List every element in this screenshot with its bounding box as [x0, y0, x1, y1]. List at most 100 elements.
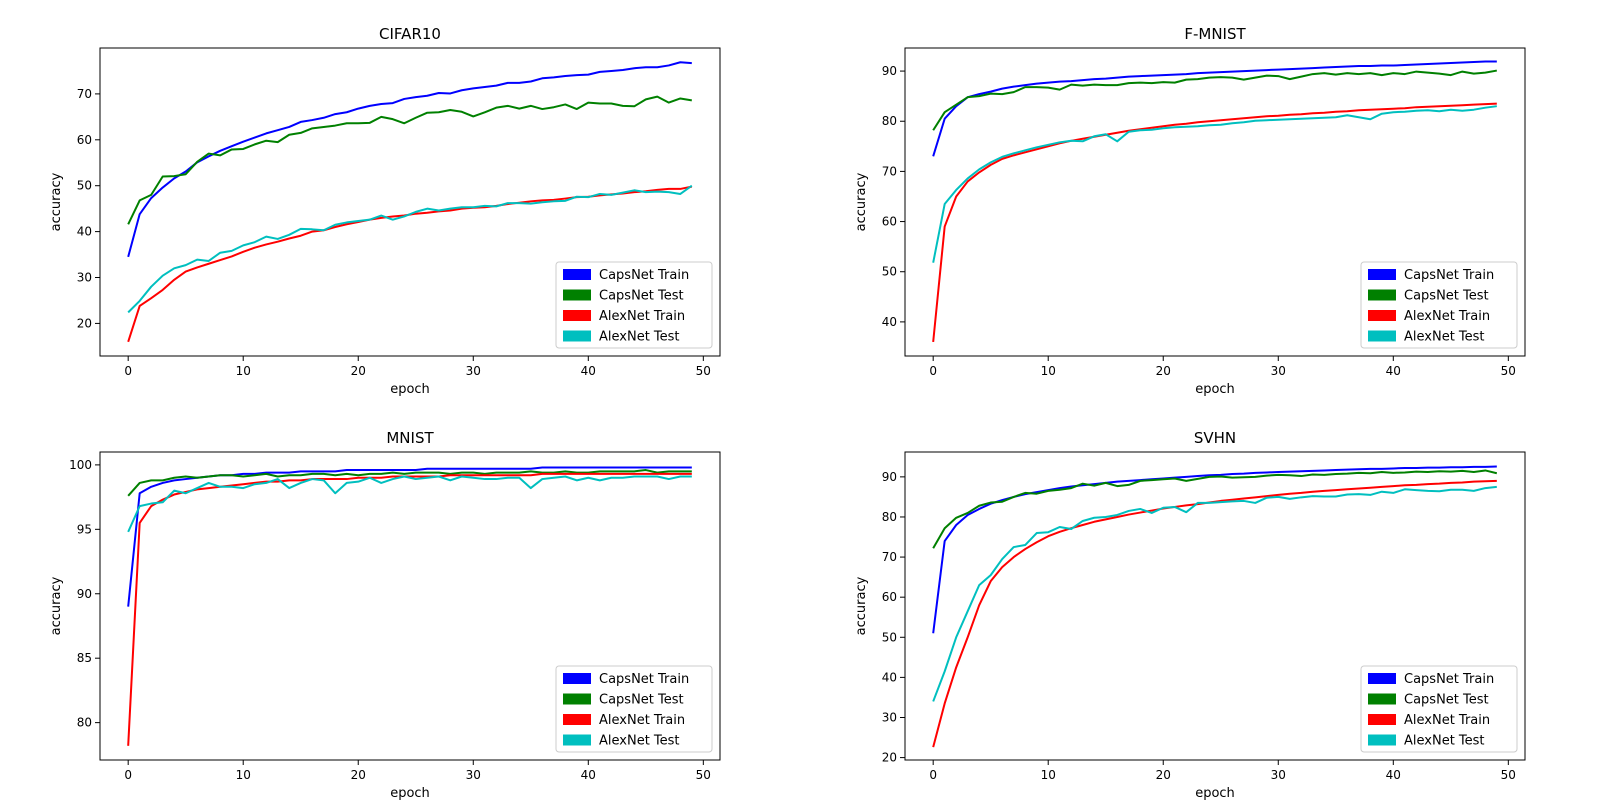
legend-label: CapsNet Test [1404, 693, 1489, 708]
chart-title: MNIST [386, 429, 434, 447]
x-axis-label: epoch [390, 382, 430, 397]
y-tick-label: 70 [882, 164, 897, 178]
y-tick-label: 100 [69, 458, 92, 472]
x-tick-label: 0 [929, 768, 937, 782]
x-tick-label: 20 [1156, 364, 1171, 378]
axes-frame [99, 451, 721, 761]
y-tick-label: 60 [882, 215, 897, 229]
y-tick-label: 80 [882, 510, 897, 524]
y-axis-label: accuracy [49, 576, 64, 635]
x-tick-label: 10 [236, 768, 251, 782]
legend-label: CapsNet Test [599, 289, 684, 304]
legend-label: CapsNet Train [599, 268, 689, 283]
legend-label: AlexNet Test [1404, 734, 1485, 749]
legend-swatch [563, 693, 591, 705]
x-tick-label: 50 [696, 364, 711, 378]
series-line-capsnet-test [932, 69, 1497, 131]
legend-swatch [563, 330, 591, 342]
legend-swatch [1368, 714, 1396, 725]
legend-label: CapsNet Train [1404, 268, 1494, 283]
legend: CapsNet Train CapsNet Test AlexNet Train Al… [555, 261, 713, 349]
x-tick-label: 20 [1156, 768, 1171, 782]
x-tick-label: 0 [124, 768, 132, 782]
legend-swatch [563, 673, 591, 684]
legend-swatch [563, 289, 591, 301]
y-tick-label: 30 [882, 710, 897, 724]
legend-swatch [1368, 289, 1396, 301]
y-tick-label: 70 [882, 550, 897, 564]
chart-title: SVHN [1194, 429, 1236, 447]
series-line-alexnet-test [127, 475, 692, 533]
legend-label: AlexNet Train [599, 309, 685, 324]
legend-swatch [1368, 310, 1396, 321]
chart-panel-1: F-MNIST 0 10 20 30 40 50 40 50 60 70 80 90 epoch accur… [854, 25, 1526, 397]
legend-swatch [1368, 673, 1396, 684]
x-axis-label: epoch [390, 786, 430, 800]
legend-label: AlexNet Test [599, 734, 680, 749]
legend: CapsNet Train CapsNet Test AlexNet Train Al… [555, 665, 713, 753]
y-tick-label: 40 [882, 315, 897, 329]
legend-swatch [563, 310, 591, 321]
chart-panel-3: SVHN 0 10 20 30 40 50 20 30 40 50 60 70 80 90 epoch accu… [854, 429, 1526, 800]
legend-label: CapsNet Test [1404, 289, 1489, 304]
series-line-capsnet-train [932, 465, 1497, 634]
legend-label: AlexNet Train [1404, 309, 1490, 324]
legend-label: CapsNet Train [1404, 672, 1494, 687]
legend-swatch [1368, 693, 1396, 705]
x-tick-label: 50 [696, 768, 711, 782]
x-tick-label: 30 [1271, 768, 1286, 782]
y-tick-label: 50 [882, 630, 897, 644]
legend-box [555, 665, 713, 753]
x-tick-label: 40 [1386, 768, 1401, 782]
legend-label: AlexNet Train [599, 713, 685, 728]
y-tick-label: 40 [77, 225, 92, 239]
series-line-alexnet-train [932, 102, 1497, 343]
x-tick-label: 30 [466, 768, 481, 782]
x-tick-label: 30 [1271, 364, 1286, 378]
series-line-capsnet-test [932, 469, 1498, 549]
legend-swatch [563, 714, 591, 725]
legend-label: AlexNet Train [1404, 713, 1490, 728]
axes-frame [904, 451, 1526, 761]
series-line-capsnet-test [127, 469, 692, 497]
x-tick-label: 20 [351, 768, 366, 782]
y-tick-label: 40 [882, 670, 897, 684]
x-tick-label: 30 [466, 364, 481, 378]
legend-label: AlexNet Test [599, 330, 680, 345]
legend-swatch [563, 269, 591, 280]
y-axis-label: accuracy [49, 172, 64, 231]
legend-label: CapsNet Train [599, 672, 689, 687]
legend-box [1360, 665, 1518, 753]
legend-swatch [563, 734, 591, 746]
axes-frame [99, 47, 721, 357]
x-tick-label: 0 [929, 364, 937, 378]
y-tick-label: 30 [77, 271, 92, 285]
legend: CapsNet Train CapsNet Test AlexNet Train Al… [1360, 665, 1518, 753]
axes-frame [904, 47, 1526, 357]
chart-panel-0: CIFAR10 0 10 20 30 40 50 20 30 40 50 60 70 epoch accur… [49, 25, 721, 397]
y-tick-label: 90 [77, 587, 92, 601]
y-tick-label: 60 [77, 133, 92, 147]
x-tick-label: 50 [1501, 768, 1516, 782]
y-tick-label: 95 [77, 522, 92, 536]
legend-swatch [1368, 734, 1396, 746]
x-tick-label: 40 [581, 364, 596, 378]
x-tick-label: 10 [236, 364, 251, 378]
series-line-alexnet-test [932, 485, 1497, 702]
y-axis-label: accuracy [854, 576, 869, 635]
chart-title: F-MNIST [1184, 25, 1246, 43]
legend-swatch [1368, 269, 1396, 280]
legend-box [555, 261, 713, 349]
series-line-capsnet-train [127, 61, 692, 258]
y-tick-label: 90 [882, 64, 897, 78]
y-tick-label: 20 [77, 316, 92, 330]
x-tick-label: 0 [124, 364, 132, 378]
y-axis-label: accuracy [854, 172, 869, 231]
chart-panel-2: MNIST 0 10 20 30 40 50 80 85 90 95 100 epoch accuracy… [49, 429, 721, 800]
y-tick-label: 20 [882, 751, 897, 765]
legend-swatch [1368, 330, 1396, 342]
x-tick-label: 20 [351, 364, 366, 378]
y-tick-label: 90 [882, 470, 897, 484]
series-line-capsnet-test [127, 95, 692, 225]
